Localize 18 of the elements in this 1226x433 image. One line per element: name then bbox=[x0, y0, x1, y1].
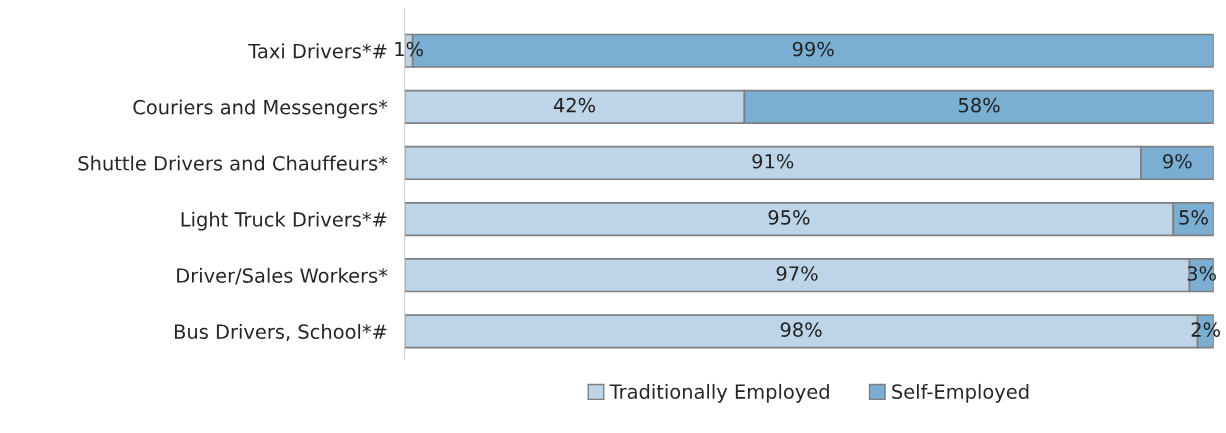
data-label: 5% bbox=[1179, 210, 1208, 225]
data-label: 91% bbox=[752, 153, 794, 169]
y-tick-label: Driver/Sales Workers* bbox=[177, 267, 388, 285]
y-tick-label: Shuttle Drivers and Chauffeurs* bbox=[78, 155, 388, 171]
data-label: 95% bbox=[768, 210, 810, 225]
y-tick-label: Bus Drivers, School*# bbox=[174, 323, 387, 341]
data-label: 98% bbox=[780, 322, 822, 337]
y-tick-label: Couriers and Messengers* bbox=[133, 99, 388, 119]
data-label: 58% bbox=[958, 97, 1000, 113]
y-tick-label: Light Truck Drivers*# bbox=[181, 211, 387, 231]
data-label: 1% bbox=[395, 41, 423, 57]
data-label: 99% bbox=[792, 41, 834, 57]
data-label: 97% bbox=[776, 266, 818, 281]
data-label: 9% bbox=[1163, 153, 1192, 169]
legend-label: Self-Employed bbox=[892, 383, 1029, 403]
data-label: 42% bbox=[553, 97, 596, 113]
y-tick-label: Taxi Drivers*# bbox=[248, 43, 387, 59]
legend-label: Traditionally Employed bbox=[609, 383, 829, 403]
